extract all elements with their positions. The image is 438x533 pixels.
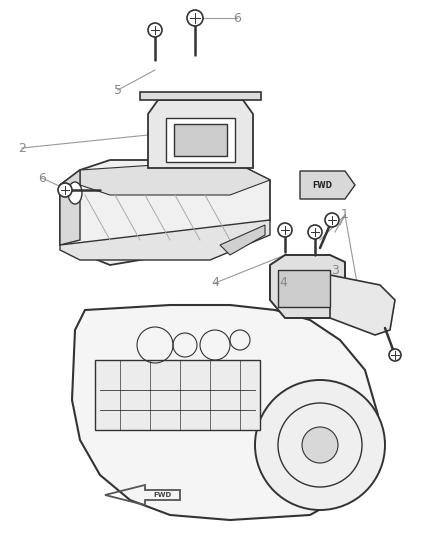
Polygon shape <box>174 124 227 156</box>
Polygon shape <box>330 275 395 335</box>
Circle shape <box>278 223 292 237</box>
Text: 4: 4 <box>279 277 287 289</box>
Text: 4: 4 <box>211 277 219 289</box>
Text: 3: 3 <box>331 263 339 277</box>
Text: 5: 5 <box>114 84 122 96</box>
Text: 1: 1 <box>341 208 349 222</box>
Polygon shape <box>270 255 345 318</box>
Text: FWD: FWD <box>312 181 332 190</box>
Circle shape <box>58 183 72 197</box>
Circle shape <box>302 427 338 463</box>
Circle shape <box>255 380 385 510</box>
Polygon shape <box>72 305 378 520</box>
Circle shape <box>308 225 322 239</box>
Ellipse shape <box>68 182 82 204</box>
Polygon shape <box>60 220 270 260</box>
Text: 6: 6 <box>38 172 46 184</box>
Polygon shape <box>60 160 270 265</box>
Text: 6: 6 <box>233 12 241 25</box>
Text: FWD: FWD <box>153 492 171 498</box>
Polygon shape <box>140 92 261 100</box>
Polygon shape <box>60 170 80 245</box>
Polygon shape <box>278 270 330 307</box>
Circle shape <box>187 10 203 26</box>
Circle shape <box>148 23 162 37</box>
Polygon shape <box>220 225 265 255</box>
Polygon shape <box>148 100 253 168</box>
Circle shape <box>325 213 339 227</box>
Polygon shape <box>300 171 355 199</box>
Circle shape <box>389 349 401 361</box>
Text: 2: 2 <box>18 141 26 155</box>
Polygon shape <box>166 118 235 162</box>
Polygon shape <box>95 360 260 430</box>
Polygon shape <box>80 160 270 195</box>
